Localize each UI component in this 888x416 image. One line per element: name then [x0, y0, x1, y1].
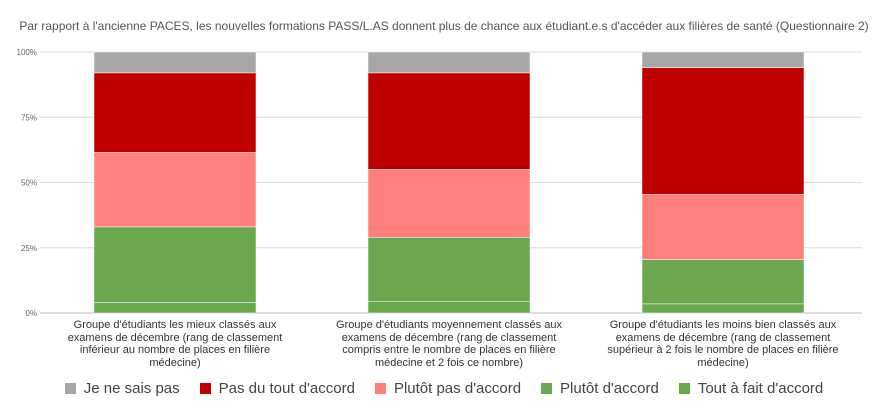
- x-tick-label: Groupe d'étudiants les moins bien classé…: [607, 319, 839, 369]
- legend-swatch: [678, 383, 690, 394]
- y-tick-label: 75%: [21, 113, 37, 122]
- bar-segment: [367, 72, 531, 170]
- y-tick-label: 50%: [21, 179, 37, 188]
- legend-item: Je ne sais pas: [64, 380, 180, 397]
- y-tick-label: 25%: [21, 244, 37, 253]
- bar-segment: [367, 237, 531, 302]
- bar-segment: [641, 193, 805, 260]
- legend-label: Je ne sais pas: [83, 380, 180, 397]
- legend-label: Plutôt pas d'accord: [393, 380, 522, 397]
- legend-item: Pas du tout d'accord: [199, 380, 355, 397]
- legend-label: Plutôt d'accord: [560, 380, 659, 397]
- y-tick-label: 100%: [17, 48, 37, 57]
- bar-segment: [93, 152, 257, 228]
- bar-segment: [641, 259, 805, 305]
- legend-label: Tout à fait d'accord: [697, 380, 824, 397]
- bar-segment: [367, 169, 531, 238]
- bar-segment: [641, 51, 805, 68]
- legend-swatch: [64, 383, 76, 394]
- legend-item: Tout à fait d'accord: [678, 380, 824, 397]
- bar-segment: [641, 67, 805, 195]
- y-axis-ticks: 0% 25% 50% 75% 100%: [17, 48, 37, 318]
- legend-swatch: [374, 383, 386, 394]
- legend-item: Plutôt d'accord: [541, 380, 659, 397]
- bar-segment: [93, 51, 257, 74]
- bar-segment: [641, 303, 805, 314]
- legend-swatch: [541, 383, 553, 394]
- legend-label: Pas du tout d'accord: [218, 380, 355, 397]
- bar-segment: [93, 302, 257, 314]
- bar-segment: [367, 301, 531, 314]
- x-tick-label: Groupe d'étudiants les mieux classés aux…: [67, 319, 283, 369]
- legend-swatch: [199, 383, 211, 394]
- chart-title: Par rapport à l'ancienne PACES, les nouv…: [19, 19, 869, 33]
- legend-item: Plutôt pas d'accord: [374, 380, 522, 397]
- y-tick-label: 0%: [25, 309, 37, 318]
- legend: Je ne sais pas Pas du tout d'accord Plutôt…: [0, 380, 888, 397]
- bar-segment: [93, 226, 257, 303]
- x-tick-label: Groupe d'étudiants moyennement classés a…: [336, 319, 562, 369]
- bars: [93, 51, 805, 314]
- bar-segment: [367, 51, 531, 74]
- bar-segment: [93, 72, 257, 153]
